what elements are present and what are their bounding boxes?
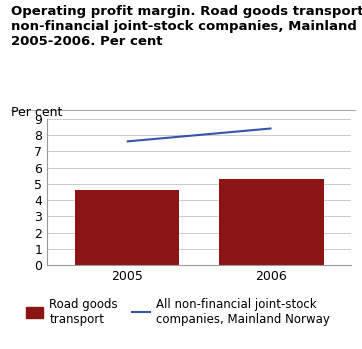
Bar [219,179,324,265]
Text: Operating profit margin. Road goods transport and all
non-financial joint-stock : Operating profit margin. Road goods tran… [11,5,362,48]
Legend: Road goods
transport, All non-financial joint-stock
companies, Mainland Norway: Road goods transport, All non-financial … [26,298,329,326]
Text: Per cent: Per cent [11,106,62,119]
Bar [75,190,179,265]
